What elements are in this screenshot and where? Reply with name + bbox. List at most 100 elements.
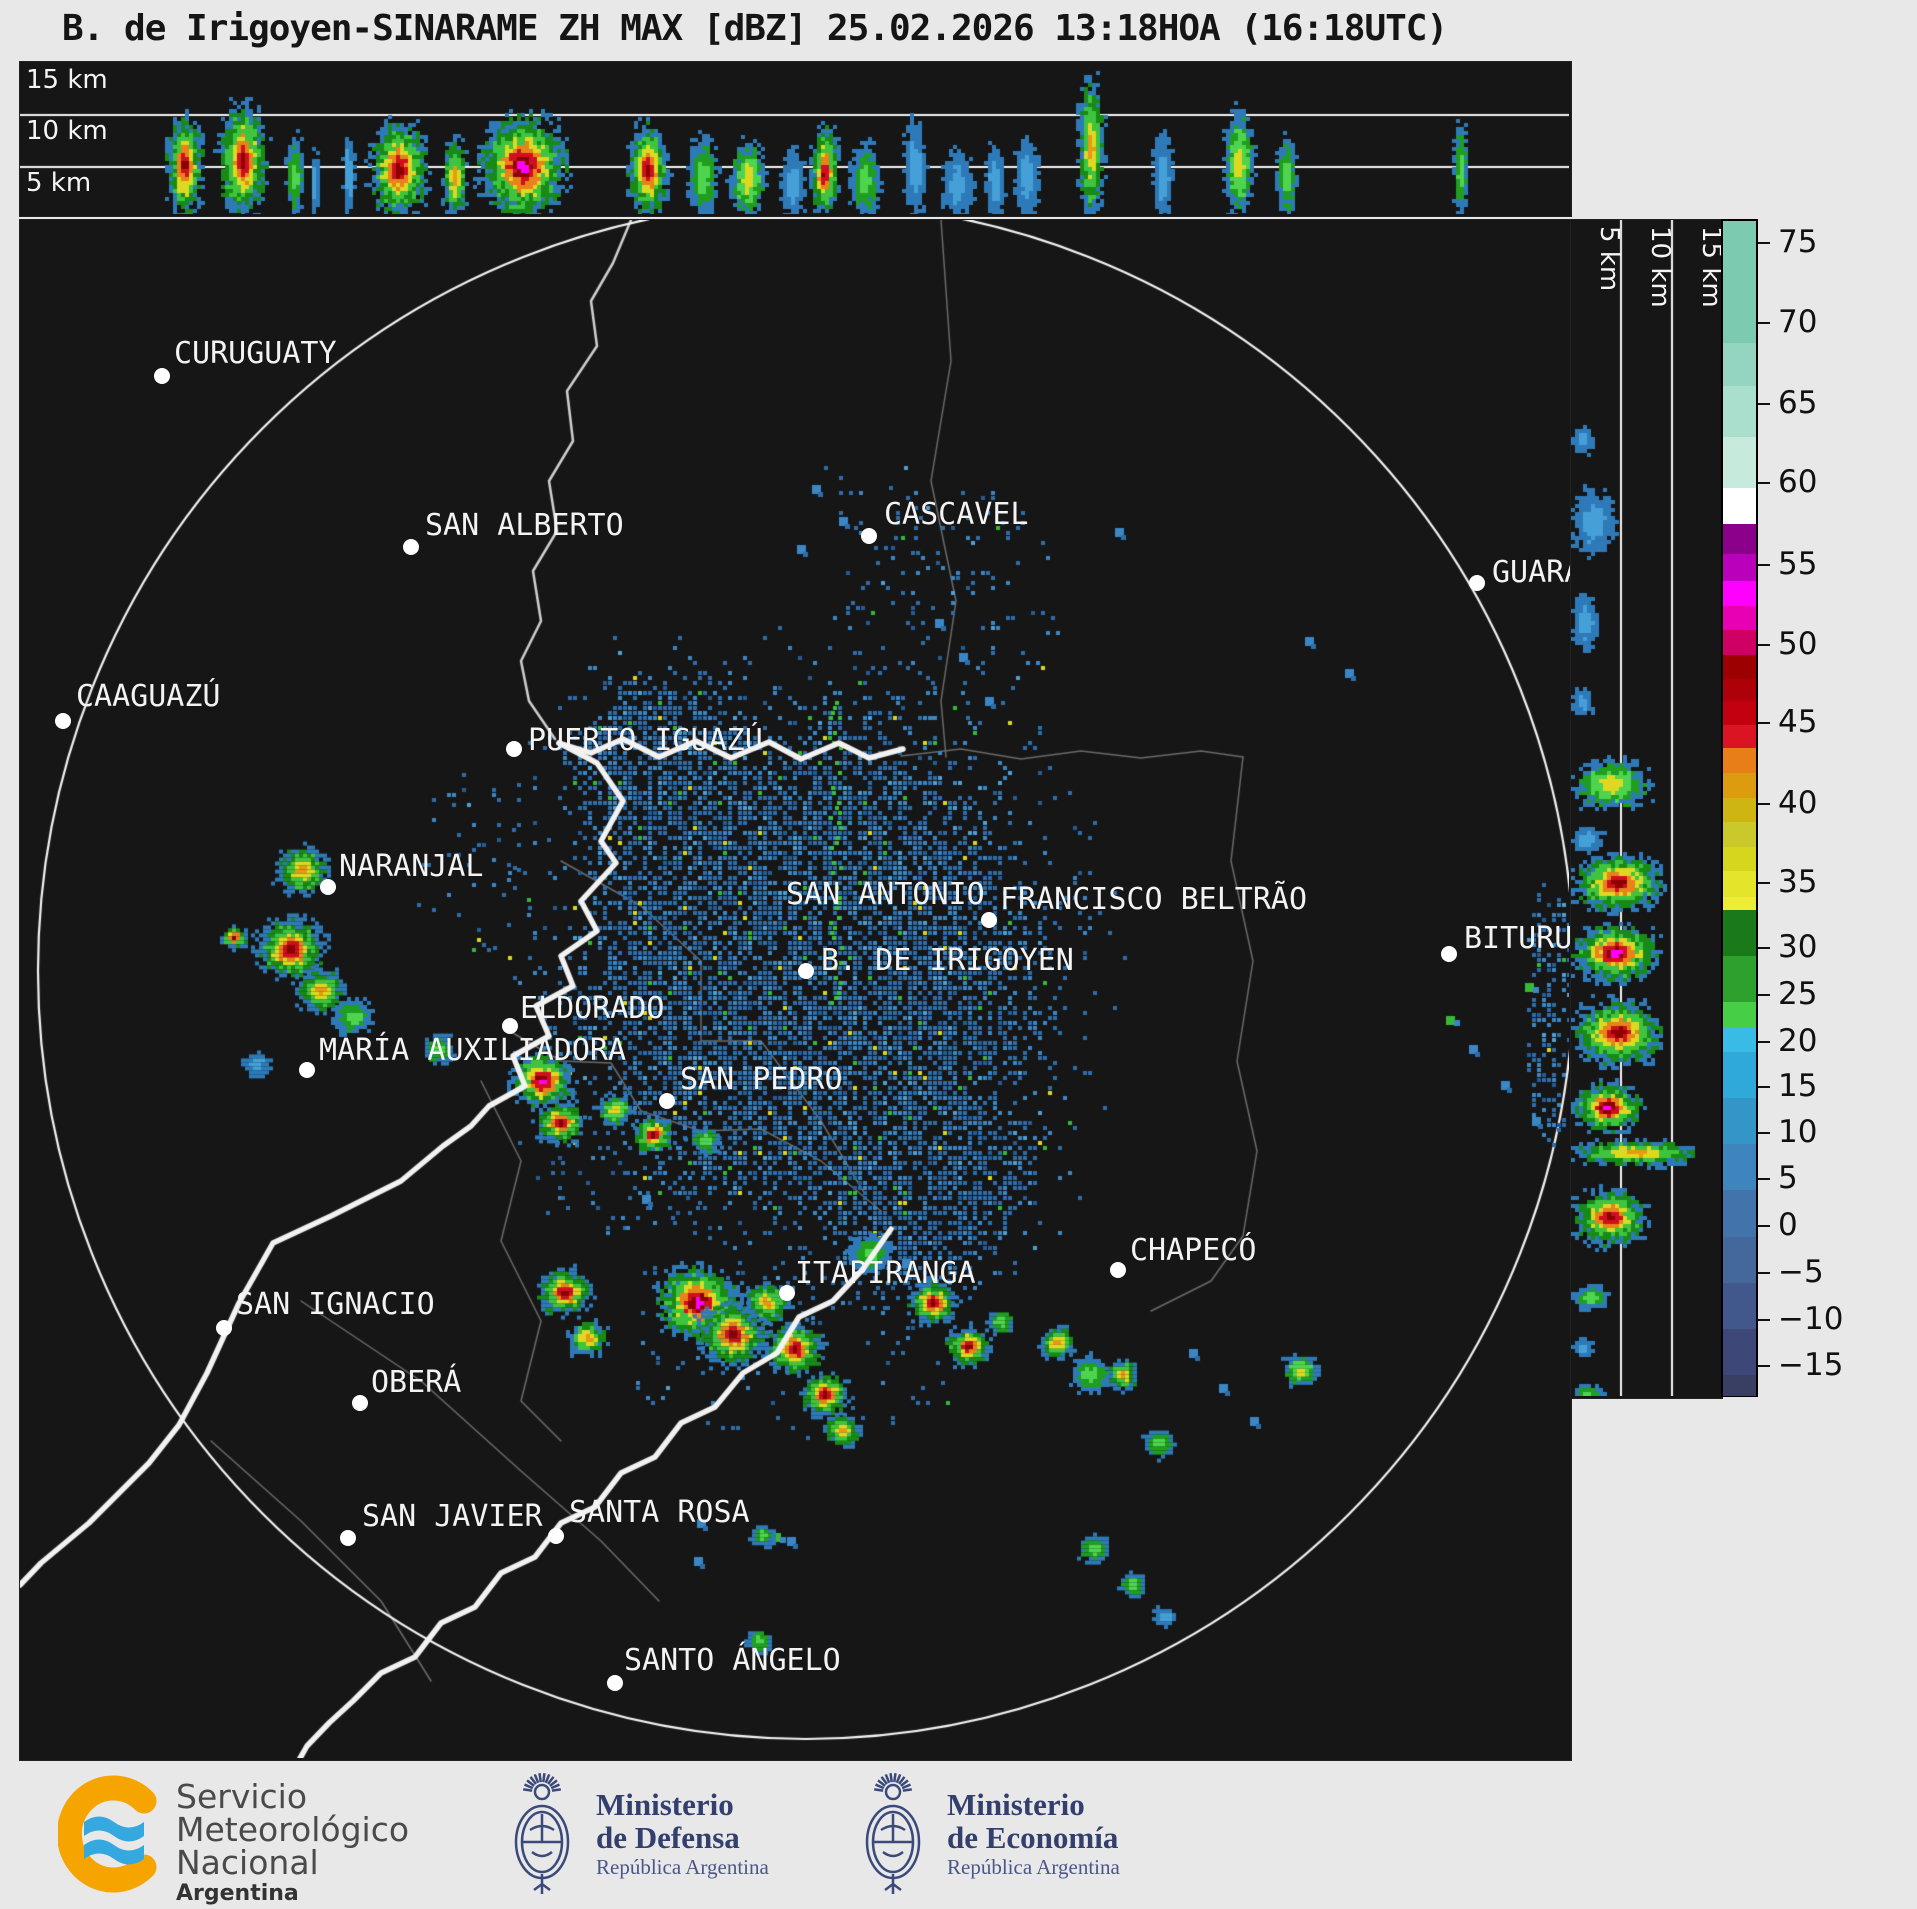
colorbar-tick — [1758, 1041, 1770, 1044]
colorbar-tick-label: 25 — [1778, 976, 1818, 1013]
colorbar-block — [1723, 524, 1756, 555]
colorbar-tick-label: 0 — [1778, 1207, 1798, 1244]
colorbar-tick-label: 30 — [1778, 929, 1818, 966]
colorbar-block — [1723, 1236, 1756, 1284]
colorbar-tick-label: −10 — [1778, 1301, 1844, 1338]
colorbar-tick-label: 70 — [1778, 303, 1818, 340]
colorbar-tick — [1758, 241, 1770, 244]
economia-logo-text: Ministerio de Economía República Argenti… — [947, 1788, 1120, 1880]
city-dot — [55, 713, 71, 729]
smn-logo-text: Servicio Meteorológico Nacional Argentin… — [176, 1780, 409, 1909]
radar-map-canvas — [20, 220, 1569, 1758]
colorbar-block — [1723, 436, 1756, 489]
colorbar-tick — [1758, 994, 1770, 997]
city-label: SANTA ROSA — [569, 1495, 750, 1530]
colorbar-tick — [1758, 1365, 1770, 1368]
smn-line-1: Servicio — [176, 1777, 308, 1816]
colorbar-tick — [1758, 882, 1770, 885]
dbz-colorbar — [1721, 219, 1758, 1397]
colorbar-block — [1723, 909, 1756, 958]
colorbar-block — [1723, 386, 1756, 438]
city-label: ELDORADO — [520, 991, 665, 1026]
city-dot — [299, 1062, 315, 1078]
colorbar-tick-label: 10 — [1778, 1114, 1818, 1151]
economia-coat-of-arms-icon — [865, 1772, 921, 1894]
city-dot — [981, 912, 997, 928]
city-label: MARÍA AUXILIADORA — [319, 1033, 627, 1068]
defensa-logo-text: Ministerio de Defensa República Argentin… — [596, 1788, 769, 1880]
city-label: SAN IGNACIO — [236, 1287, 435, 1322]
top-cross-section-panel: 15 km 10 km 5 km — [19, 61, 1572, 217]
city-dot — [779, 1285, 795, 1301]
city-label: SAN ANTONIO — [786, 877, 985, 912]
city-dot — [403, 539, 419, 555]
city-dot — [502, 1018, 518, 1034]
colorbar-block — [1723, 724, 1756, 750]
colorbar-tick-label: 55 — [1778, 546, 1818, 583]
colorbar-block — [1723, 956, 1756, 1004]
colorbar-tick — [1758, 564, 1770, 567]
colorbar-tick — [1758, 947, 1770, 950]
smn-logo-icon — [58, 1775, 157, 1893]
colorbar-block — [1723, 846, 1756, 873]
city-label: B. DE IRIGOYEN — [821, 943, 1074, 978]
city-dot — [340, 1530, 356, 1546]
colorbar-block — [1723, 773, 1756, 799]
colorbar-tick-label: 60 — [1778, 463, 1818, 500]
defensa-line-1: Ministerio — [596, 1787, 734, 1822]
city-label: OBERÁ — [371, 1365, 462, 1400]
city-dot — [798, 963, 814, 979]
city-dot — [154, 368, 170, 384]
colorbar-block — [1723, 1051, 1756, 1099]
city-label: CAAGUAZÚ — [76, 679, 221, 714]
city-label: CURUGUATY — [174, 336, 337, 371]
page-title: B. de Irigoyen-SINARAME ZH MAX [dBZ] 25.… — [62, 8, 1448, 49]
city-label: SAN PEDRO — [680, 1062, 843, 1097]
right-altitude-label: 10 km — [1645, 226, 1675, 308]
colorbar-tick — [1758, 644, 1770, 647]
economia-line-3: República Argentina — [947, 1855, 1120, 1879]
city-dot — [506, 741, 522, 757]
colorbar-tick-label: 65 — [1778, 384, 1818, 421]
defensa-line-2: de Defensa — [596, 1820, 740, 1855]
colorbar-tick — [1758, 803, 1770, 806]
city-label: BITURU — [1464, 921, 1572, 956]
colorbar-tick — [1758, 1178, 1770, 1181]
city-dot — [607, 1675, 623, 1691]
smn-line-2: Meteorológico — [176, 1810, 410, 1849]
smn-line-3: Nacional — [176, 1843, 319, 1882]
city-label: CASCAVEL — [884, 497, 1029, 532]
colorbar-tick-label: 40 — [1778, 785, 1818, 822]
colorbar-block — [1723, 343, 1756, 388]
colorbar-block — [1723, 1097, 1756, 1146]
economia-line-2: de Economía — [947, 1820, 1119, 1855]
colorbar-tick-label: 50 — [1778, 626, 1818, 663]
colorbar-tick — [1758, 402, 1770, 405]
colorbar-block — [1723, 1002, 1756, 1030]
colorbar-block — [1723, 487, 1756, 526]
colorbar-block — [1723, 221, 1756, 345]
colorbar-block — [1723, 822, 1756, 849]
colorbar-tick — [1758, 1272, 1770, 1275]
defensa-coat-of-arms-icon — [514, 1772, 570, 1894]
colorbar-block — [1723, 1027, 1756, 1053]
colorbar-block — [1723, 748, 1756, 775]
colorbar-block — [1723, 897, 1756, 911]
colorbar-tick-label: 45 — [1778, 704, 1818, 741]
city-dot — [1441, 946, 1457, 962]
colorbar-tick-label: −15 — [1778, 1347, 1844, 1384]
top-altitude-label: 15 km — [26, 65, 108, 95]
city-dot — [1110, 1262, 1126, 1278]
colorbar-block — [1723, 678, 1756, 703]
colorbar-tick-label: 35 — [1778, 864, 1818, 901]
colorbar-block — [1723, 701, 1756, 726]
colorbar-tick-label: −5 — [1778, 1254, 1824, 1291]
colorbar-tick-label: 15 — [1778, 1068, 1818, 1105]
city-label: CHAPECÓ — [1130, 1233, 1257, 1268]
colorbar-tick — [1758, 722, 1770, 725]
colorbar-tick-label: 20 — [1778, 1023, 1818, 1060]
city-label: SAN ALBERTO — [425, 508, 624, 543]
colorbar-block — [1723, 1144, 1756, 1192]
top-altitude-label: 5 km — [26, 168, 92, 198]
